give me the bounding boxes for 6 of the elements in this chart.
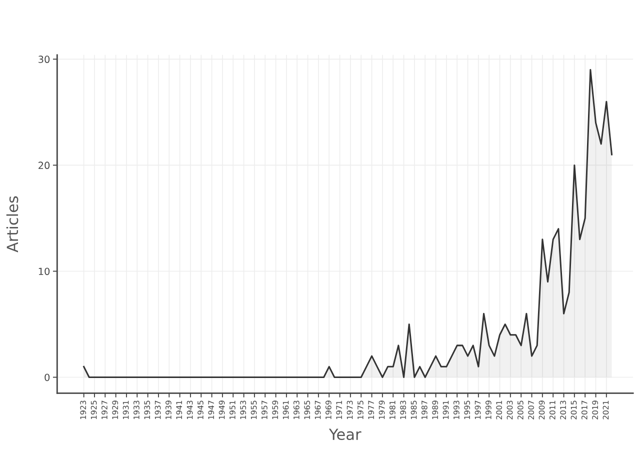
y-tick-label: 0: [44, 374, 50, 382]
y-tick-label: 30: [38, 56, 50, 64]
y-axis-title: Articles: [6, 196, 18, 252]
y-tick-label: 20: [38, 162, 50, 170]
x-axis-title: Year: [328, 428, 362, 440]
y-tick-label: 10: [38, 268, 50, 276]
